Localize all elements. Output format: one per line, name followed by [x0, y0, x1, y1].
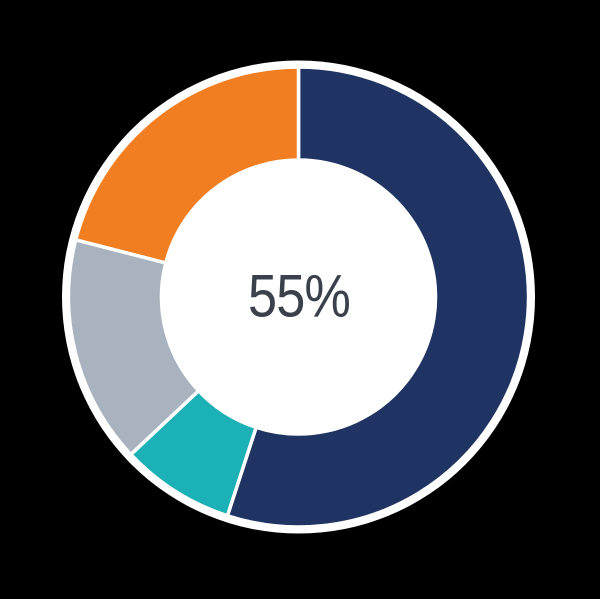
- chart-hole: [161, 160, 436, 434]
- center-percentage-label: 55%: [248, 263, 350, 330]
